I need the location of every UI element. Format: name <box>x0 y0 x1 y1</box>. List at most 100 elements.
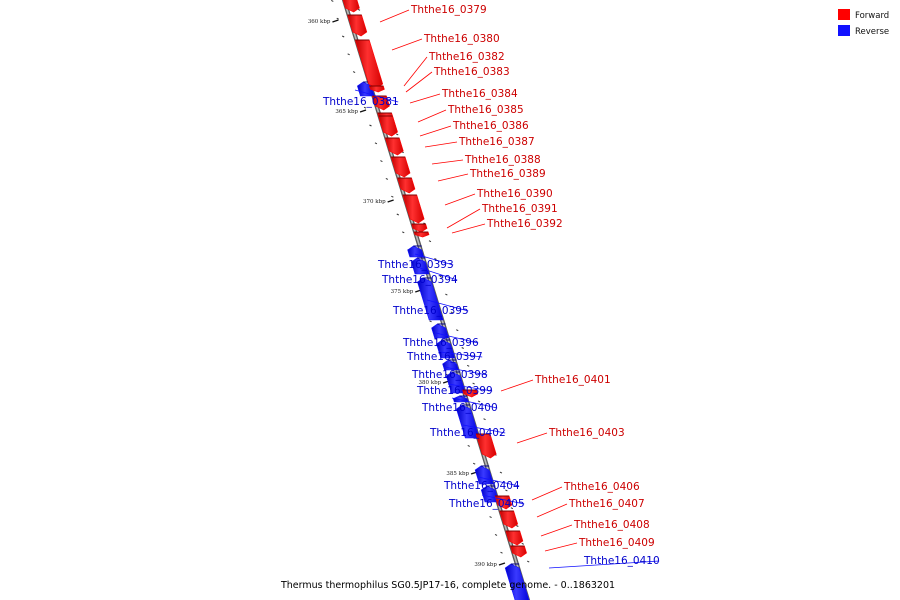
gene-label: Ththe16_0402 <box>429 427 506 439</box>
gene-arrow <box>384 137 404 156</box>
minor-tick <box>434 338 438 341</box>
leader-line <box>443 366 488 376</box>
leader-line <box>536 503 568 518</box>
minor-tick <box>500 551 503 554</box>
gene-label: Ththe16_0408 <box>573 519 650 531</box>
minor-tick <box>374 142 378 145</box>
minor-tick <box>385 177 389 180</box>
minor-tick <box>369 124 372 127</box>
gene-arrow <box>390 156 411 178</box>
leader-line <box>424 141 458 148</box>
gene-label: Ththe16_0386 <box>452 120 529 132</box>
gene-ththe16_0407 <box>499 510 519 529</box>
gene-ththe16_0410 <box>504 563 530 600</box>
minor-tick <box>483 418 486 421</box>
leader-line <box>451 223 486 234</box>
gene-ththe16_0383 <box>368 85 385 93</box>
minor-tick <box>477 400 481 403</box>
gene-ththe16_0402 <box>456 404 480 439</box>
legend-reverse-swatch <box>838 25 850 36</box>
minor-tick <box>527 560 530 563</box>
tick-mark <box>332 19 339 23</box>
leader-line <box>379 9 410 23</box>
leader-line <box>481 494 525 505</box>
tick-label: 370 kbp <box>363 199 386 205</box>
gene-arrow <box>504 563 530 600</box>
leader-line <box>419 125 452 137</box>
gene-ththe16_0393 <box>407 245 425 258</box>
tick-label: 365 kbp <box>335 109 358 115</box>
legend-reverse-label: Reverse <box>855 27 889 37</box>
leader-line <box>405 71 433 93</box>
leader-line <box>431 159 464 165</box>
gene-label: Ththe16_0389 <box>469 168 546 180</box>
minor-tick <box>445 293 448 296</box>
leader-line <box>544 542 578 552</box>
gene-ththe16_0388 <box>390 156 411 178</box>
minor-tick <box>472 382 475 385</box>
gene-ththe16_0379 <box>342 0 360 13</box>
map-caption: Thermus thermophilus SG0.5JP17-16, compl… <box>280 580 615 591</box>
gene-ththe16_0396 <box>431 323 450 339</box>
tick-label: 380 kbp <box>419 380 442 386</box>
gene-arrow <box>445 371 466 394</box>
leader-line <box>548 560 660 569</box>
minor-tick <box>461 347 464 349</box>
gene-arrow <box>407 245 425 258</box>
gene-label: Ththe16_0407 <box>568 498 645 510</box>
minor-tick <box>434 258 437 260</box>
gene-ththe16_0403 <box>475 433 497 459</box>
minor-tick <box>352 71 356 74</box>
leader-line <box>477 476 520 487</box>
gene-label: Ththe16_0396 <box>402 337 479 349</box>
gene-arrow <box>397 177 416 194</box>
leader-line <box>409 93 441 104</box>
leader-line <box>426 299 469 312</box>
leader-line <box>419 267 458 281</box>
gene-ththe16_0384 <box>372 95 390 111</box>
minor-tick <box>402 231 405 234</box>
gene-arrow <box>417 277 444 321</box>
leader-line <box>444 193 476 206</box>
gene-label: Ththe16_0387 <box>458 136 535 148</box>
minor-tick <box>391 195 394 198</box>
minor-tick <box>395 133 399 136</box>
gene-ththe16_0406 <box>494 495 513 510</box>
tick-mark <box>498 562 506 566</box>
gene-ththe16_0389 <box>397 177 416 194</box>
leader-line <box>435 332 479 344</box>
minor-tick <box>357 8 361 11</box>
gene-label: Ththe16_0391 <box>481 203 558 215</box>
gene-label: Ththe16_0398 <box>411 369 488 381</box>
leader-line <box>451 397 498 409</box>
minor-tick <box>516 525 519 527</box>
gene-ththe16_0394 <box>410 257 430 275</box>
minor-tick <box>336 17 339 20</box>
leader-line <box>439 351 483 358</box>
gene-label: Ththe16_0397 <box>406 351 483 363</box>
gene-label: Ththe16_0384 <box>441 88 518 100</box>
minor-tick <box>347 53 350 56</box>
minor-tick <box>450 311 454 314</box>
leader-line <box>391 38 423 51</box>
gene-ththe16_0382 <box>354 39 384 89</box>
leader-line <box>354 89 399 103</box>
minor-tick <box>331 0 334 2</box>
gene-label: Ththe16_0380 <box>423 33 500 45</box>
legend-forward-swatch <box>838 9 850 20</box>
tick-label: 375 kbp <box>391 289 414 295</box>
minor-tick <box>472 462 476 465</box>
leader-line <box>531 486 563 501</box>
gene-label: Ththe16_0388 <box>464 154 541 166</box>
leader-line <box>403 56 428 87</box>
gene-label: Ththe16_0395 <box>392 305 469 317</box>
minor-tick <box>396 213 400 216</box>
leader-line <box>500 379 534 392</box>
gene-label: Ththe16_0405 <box>448 498 525 510</box>
gene-label: Ththe16_0409 <box>578 537 655 549</box>
gene-ththe16_0387 <box>384 137 404 156</box>
leader-line <box>437 173 469 182</box>
gene-label: Ththe16_0392 <box>486 218 563 230</box>
